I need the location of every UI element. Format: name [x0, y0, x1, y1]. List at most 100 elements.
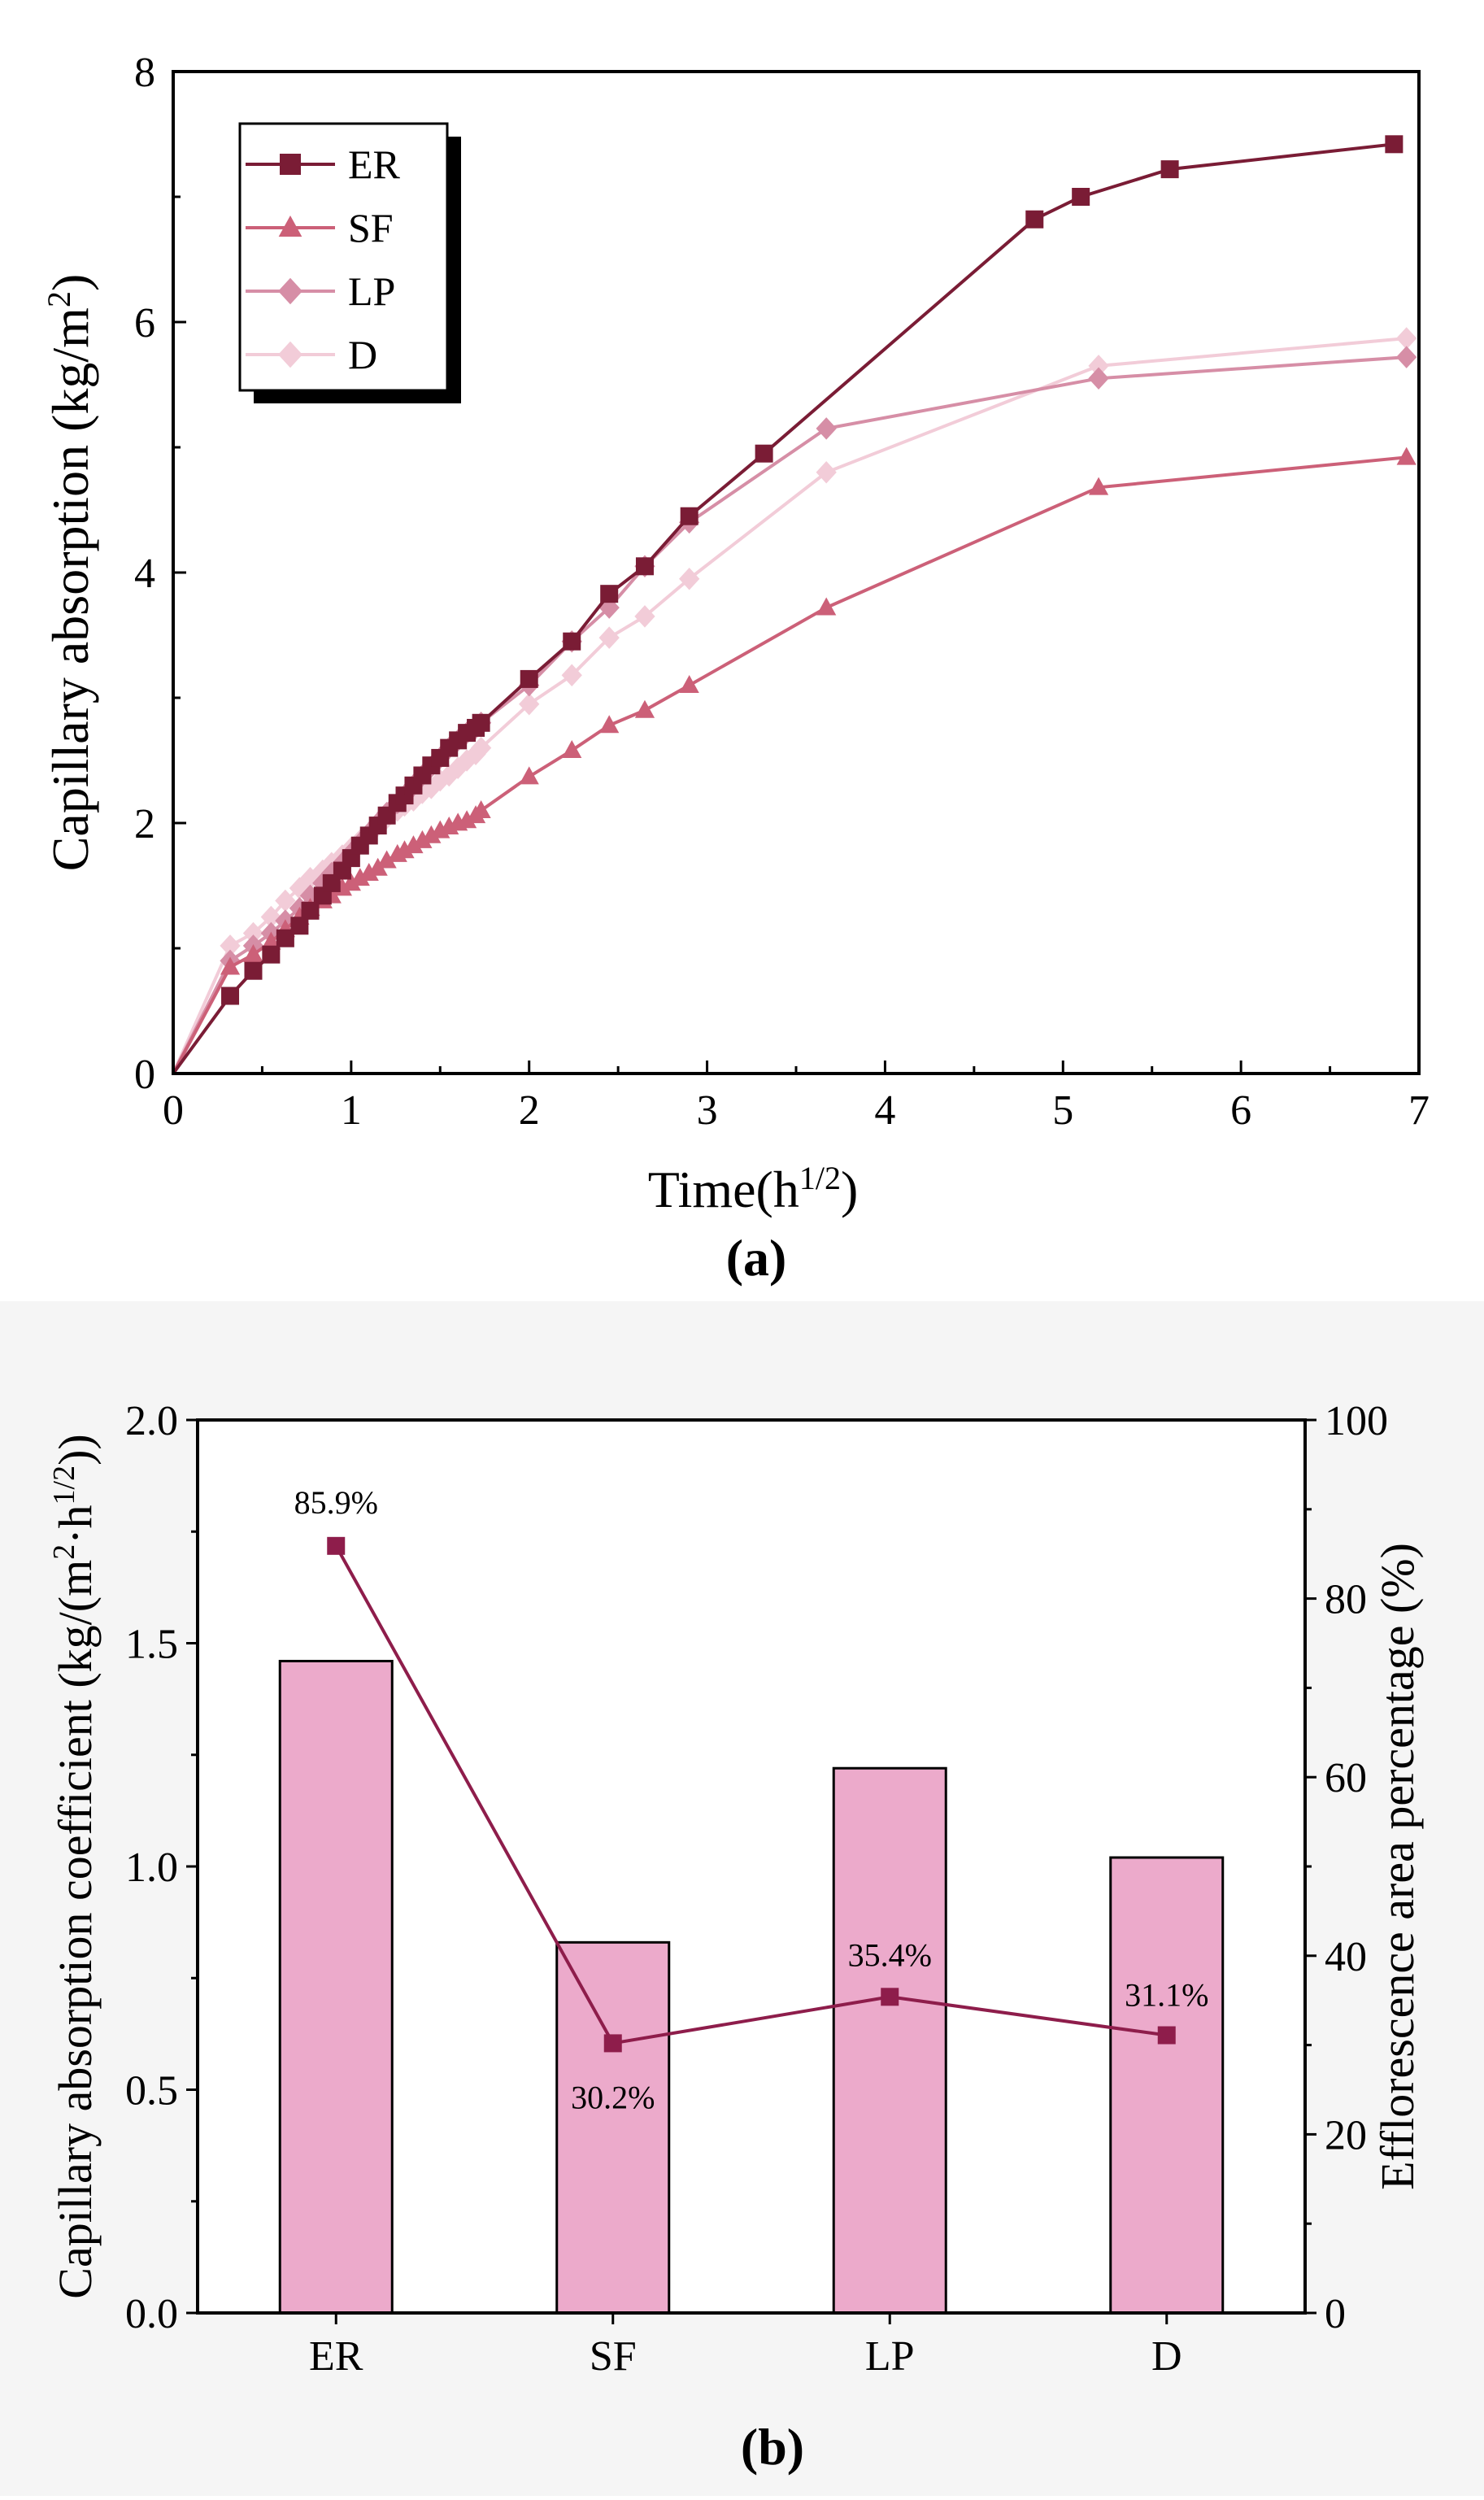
y-tick-label: 1.0: [125, 1845, 178, 1891]
series-lp: [172, 346, 1417, 1074]
legend-label-sf: SF: [348, 205, 394, 250]
panel-b: 85.9% 30.2% 35.4% 31.1% ER SF LP D 0.0 0.5 1.0 1.5…: [0, 1301, 1484, 2496]
legend-marker-sf: [278, 216, 302, 237]
data-point-er: [1160, 160, 1179, 179]
y2-tick-label: 40: [1325, 1934, 1367, 1980]
y2-tick-label: 100: [1325, 1398, 1388, 1444]
data-point-sf: [816, 597, 837, 616]
data-point-sf: [359, 862, 379, 881]
efflorescence-point-sf: [603, 2034, 622, 2053]
data-label-d: 31.1%: [1125, 1977, 1208, 2014]
chart-b: 85.9% 30.2% 35.4% 31.1% ER SF LP D 0.0 0.5 1.0 1.5…: [47, 1398, 1424, 2476]
y-tick-label: 2: [134, 801, 155, 847]
y-axis-title-a: Capillary absorption (kg/m2): [41, 274, 100, 872]
data-point-er: [472, 713, 490, 732]
data-point-er: [520, 669, 538, 688]
legend-label-er: ER: [348, 142, 401, 187]
legend-marker-d: [278, 341, 302, 368]
data-point-sf: [421, 825, 442, 843]
data-point-d: [470, 736, 492, 760]
data-point-sf: [412, 830, 433, 848]
data-point-er: [635, 557, 654, 576]
data-point-sf: [471, 799, 491, 818]
data-point-lp: [1396, 346, 1417, 368]
data-label-lp: 35.4%: [848, 1936, 932, 1973]
y-tick-label: 2.0: [125, 1398, 178, 1444]
data-point-sf: [243, 944, 263, 963]
x-tick-label: 7: [1408, 1087, 1430, 1134]
data-point-er: [1072, 188, 1090, 206]
y-tick-label: 0: [134, 1052, 155, 1098]
data-point-er: [1025, 210, 1044, 229]
data-point-sf: [562, 740, 582, 759]
data-point-lp: [1088, 367, 1109, 390]
data-point-d: [634, 605, 655, 628]
legend-label-lp: LP: [348, 268, 395, 314]
data-point-d: [220, 934, 241, 957]
data-point-sf: [394, 840, 415, 859]
data-point-sf: [403, 835, 424, 854]
bar-lp: [832, 1766, 947, 2315]
data-label-er: 85.9%: [294, 1484, 378, 1521]
data-point-sf: [457, 810, 477, 829]
data-point-d: [561, 664, 582, 687]
y-tick-label: 8: [134, 50, 155, 96]
data-label-sf: 30.2%: [571, 2079, 655, 2115]
data-point-er: [262, 945, 281, 964]
data-point-er: [290, 917, 309, 935]
x-tick-label: LP: [865, 2333, 915, 2380]
x-axis-title-a: Time(h1/2): [648, 1160, 859, 1219]
data-point-d: [816, 461, 837, 484]
legend-box: [238, 122, 449, 392]
data-point-sf: [341, 873, 361, 891]
series-line-d: [172, 337, 1407, 1074]
y-axis-title-b: Capillary absorption coefficient (kg/(m2…: [47, 1434, 102, 2298]
data-point-sf: [261, 931, 281, 950]
y-tick-label: 0.0: [125, 2291, 178, 2337]
data-point-lp: [816, 417, 837, 440]
y2-tick-label: 60: [1325, 1755, 1367, 1801]
data-point-d: [242, 921, 264, 945]
x-tick-label: 4: [874, 1087, 895, 1134]
data-point-d: [679, 567, 700, 590]
x-tick-label: 5: [1052, 1087, 1073, 1134]
bar-d: [1109, 1856, 1225, 2315]
legend-a: ER SF LP D: [238, 122, 461, 403]
data-point-er: [221, 986, 240, 1005]
x-tick-label: ER: [309, 2333, 363, 2380]
y-tick-label: 4: [134, 551, 155, 597]
efflorescence-point-er: [327, 1536, 346, 1555]
data-point-er: [276, 929, 294, 947]
y-tick-label: 6: [134, 300, 155, 346]
data-point-sf: [599, 715, 620, 734]
data-point-sf: [350, 868, 370, 886]
efflorescence-point-d: [1157, 2026, 1176, 2045]
legend-marker-er: [280, 154, 301, 175]
panel-label-b: (b): [741, 2418, 804, 2476]
legend-marker-lp: [278, 277, 302, 305]
data-point-d: [519, 692, 540, 716]
data-point-er: [755, 444, 773, 463]
data-point-er: [600, 585, 619, 603]
efflorescence-line: [334, 1544, 1168, 2045]
x-tick-label: D: [1151, 2333, 1182, 2380]
data-point-sf: [679, 674, 699, 693]
data-point-er: [680, 507, 698, 525]
y2-tick-label: 0: [1325, 2291, 1346, 2337]
data-point-er: [563, 632, 581, 651]
data-point-d: [275, 889, 296, 912]
efflorescence-point-lp: [881, 1988, 899, 2006]
data-point-sf: [634, 699, 655, 718]
x-tick-label: 2: [519, 1087, 540, 1134]
series-line-sf: [172, 455, 1407, 1074]
bar-sf: [555, 1940, 671, 2315]
data-point-er: [244, 961, 263, 980]
data-point-sf: [519, 766, 539, 785]
legend-label-d: D: [348, 332, 377, 377]
data-point-d: [598, 626, 620, 649]
bar-er: [278, 1659, 394, 2315]
y-tick-label: 1.5: [125, 1622, 178, 1668]
data-point-d: [260, 905, 282, 929]
panel-label-a: (a): [726, 1229, 787, 1287]
x-tick-label: SF: [590, 2333, 637, 2380]
